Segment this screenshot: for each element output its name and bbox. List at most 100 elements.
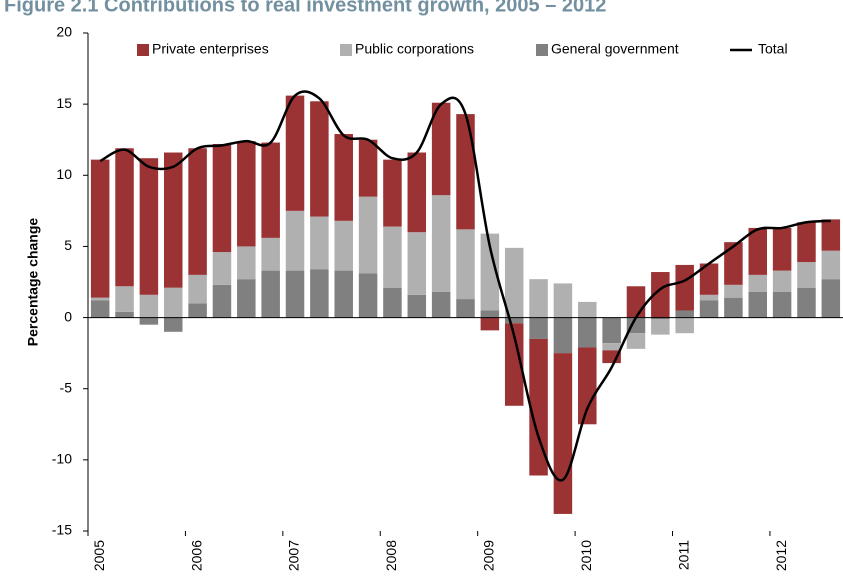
legend-label: Total: [758, 41, 788, 57]
bar-segment: [480, 233, 500, 311]
y-tick-label: -10: [52, 451, 72, 467]
y-tick-label: -5: [60, 379, 73, 395]
bar-segment: [188, 274, 207, 304]
bar-segment: [772, 270, 792, 292]
bar-segment: [383, 226, 402, 288]
bar-segment: [578, 317, 597, 348]
bar-segment: [651, 272, 670, 318]
bar-segment: [529, 317, 548, 339]
bar-segment: [578, 347, 597, 425]
bar-segment: [212, 143, 232, 253]
bar-segment: [626, 286, 646, 318]
bar-segment: [797, 262, 816, 288]
bar-segment: [431, 291, 451, 318]
bar-segment: [139, 294, 159, 318]
bar-segment: [285, 95, 305, 211]
y-tick-label: 15: [56, 95, 72, 111]
x-tick-label: 2008: [383, 540, 399, 571]
bar-segment: [237, 246, 256, 280]
bar-segment: [310, 101, 329, 217]
bar-segment: [626, 317, 646, 334]
y-tick-label: 20: [56, 24, 72, 40]
legend-swatch: [536, 44, 548, 56]
bar-segment: [699, 300, 719, 318]
bar-segment: [553, 353, 573, 514]
legend-label: General government: [551, 41, 679, 57]
bar-segment: [724, 242, 743, 285]
x-tick-label: 2006: [188, 540, 204, 571]
bar-segment: [821, 279, 841, 318]
bar-segment: [797, 222, 816, 263]
bar-segment: [651, 317, 670, 319]
bar-segment: [724, 297, 743, 318]
bar-segment: [626, 333, 646, 349]
x-tick-label: 2005: [91, 540, 107, 571]
bar-segment: [553, 283, 573, 318]
bar-segment: [456, 114, 475, 230]
y-tick-label: 0: [64, 308, 72, 324]
bar-segment: [383, 287, 402, 318]
bar-segment: [456, 229, 475, 300]
bar-segment: [139, 158, 159, 295]
bar-segment: [163, 317, 183, 332]
bar-segment: [651, 318, 670, 335]
bar-segment: [578, 301, 597, 318]
bar-segment: [772, 227, 792, 271]
x-tick-label: 2011: [675, 540, 691, 570]
x-tick-label: 2010: [578, 540, 594, 571]
bar-segment: [699, 294, 719, 301]
bar-segment: [724, 284, 743, 298]
bar-segment: [407, 232, 427, 295]
bar-segment: [602, 343, 621, 351]
bar-segment: [431, 195, 451, 292]
bar-segment: [310, 216, 329, 270]
bar-segment: [602, 317, 621, 344]
bar-segment: [310, 269, 329, 318]
bar-segment: [90, 297, 110, 301]
bar-segment: [334, 220, 353, 271]
legend-label: Public corporations: [355, 41, 474, 57]
bar-segment: [407, 152, 427, 233]
bar-segment: [504, 247, 524, 318]
bar-segment: [553, 317, 573, 354]
bar-segment: [358, 196, 378, 274]
bar-segment: [261, 142, 280, 238]
bar-segment: [748, 274, 768, 292]
bar-segment: [529, 338, 548, 476]
bar-segment: [772, 291, 792, 318]
bar-segment: [358, 273, 378, 318]
bar-segment: [261, 270, 280, 318]
legend-label: Private enterprises: [152, 41, 269, 57]
bar-segment: [237, 141, 256, 247]
bar-segment: [115, 311, 134, 318]
bar-segment: [821, 219, 841, 251]
bar-segment: [212, 252, 232, 285]
bar-segment: [480, 310, 500, 318]
x-tick-label: 2007: [286, 540, 302, 571]
bar-segment: [699, 263, 719, 295]
y-axis-label: Percentage change: [25, 218, 41, 347]
bar-segment: [675, 310, 694, 318]
bar-segment: [383, 159, 402, 227]
bar-segment: [675, 264, 694, 311]
bar-segment: [90, 159, 110, 298]
bar-segment: [797, 287, 816, 318]
bar-segment: [115, 286, 134, 312]
y-tick-label: -15: [52, 522, 72, 538]
bar-segment: [675, 317, 694, 334]
legend-swatch: [137, 44, 149, 56]
bar-segment: [163, 287, 183, 318]
legend-swatch: [340, 44, 352, 56]
bar-segment: [285, 210, 305, 271]
bar-segment: [139, 317, 159, 325]
bar-segment: [358, 139, 378, 197]
y-tick-label: 5: [64, 237, 72, 253]
bar-segment: [90, 300, 110, 318]
bar-segment: [115, 148, 134, 287]
bar-segment: [821, 250, 841, 280]
bar-segment: [504, 323, 524, 406]
total-line: [99, 90, 831, 482]
bar-segment: [334, 270, 353, 318]
